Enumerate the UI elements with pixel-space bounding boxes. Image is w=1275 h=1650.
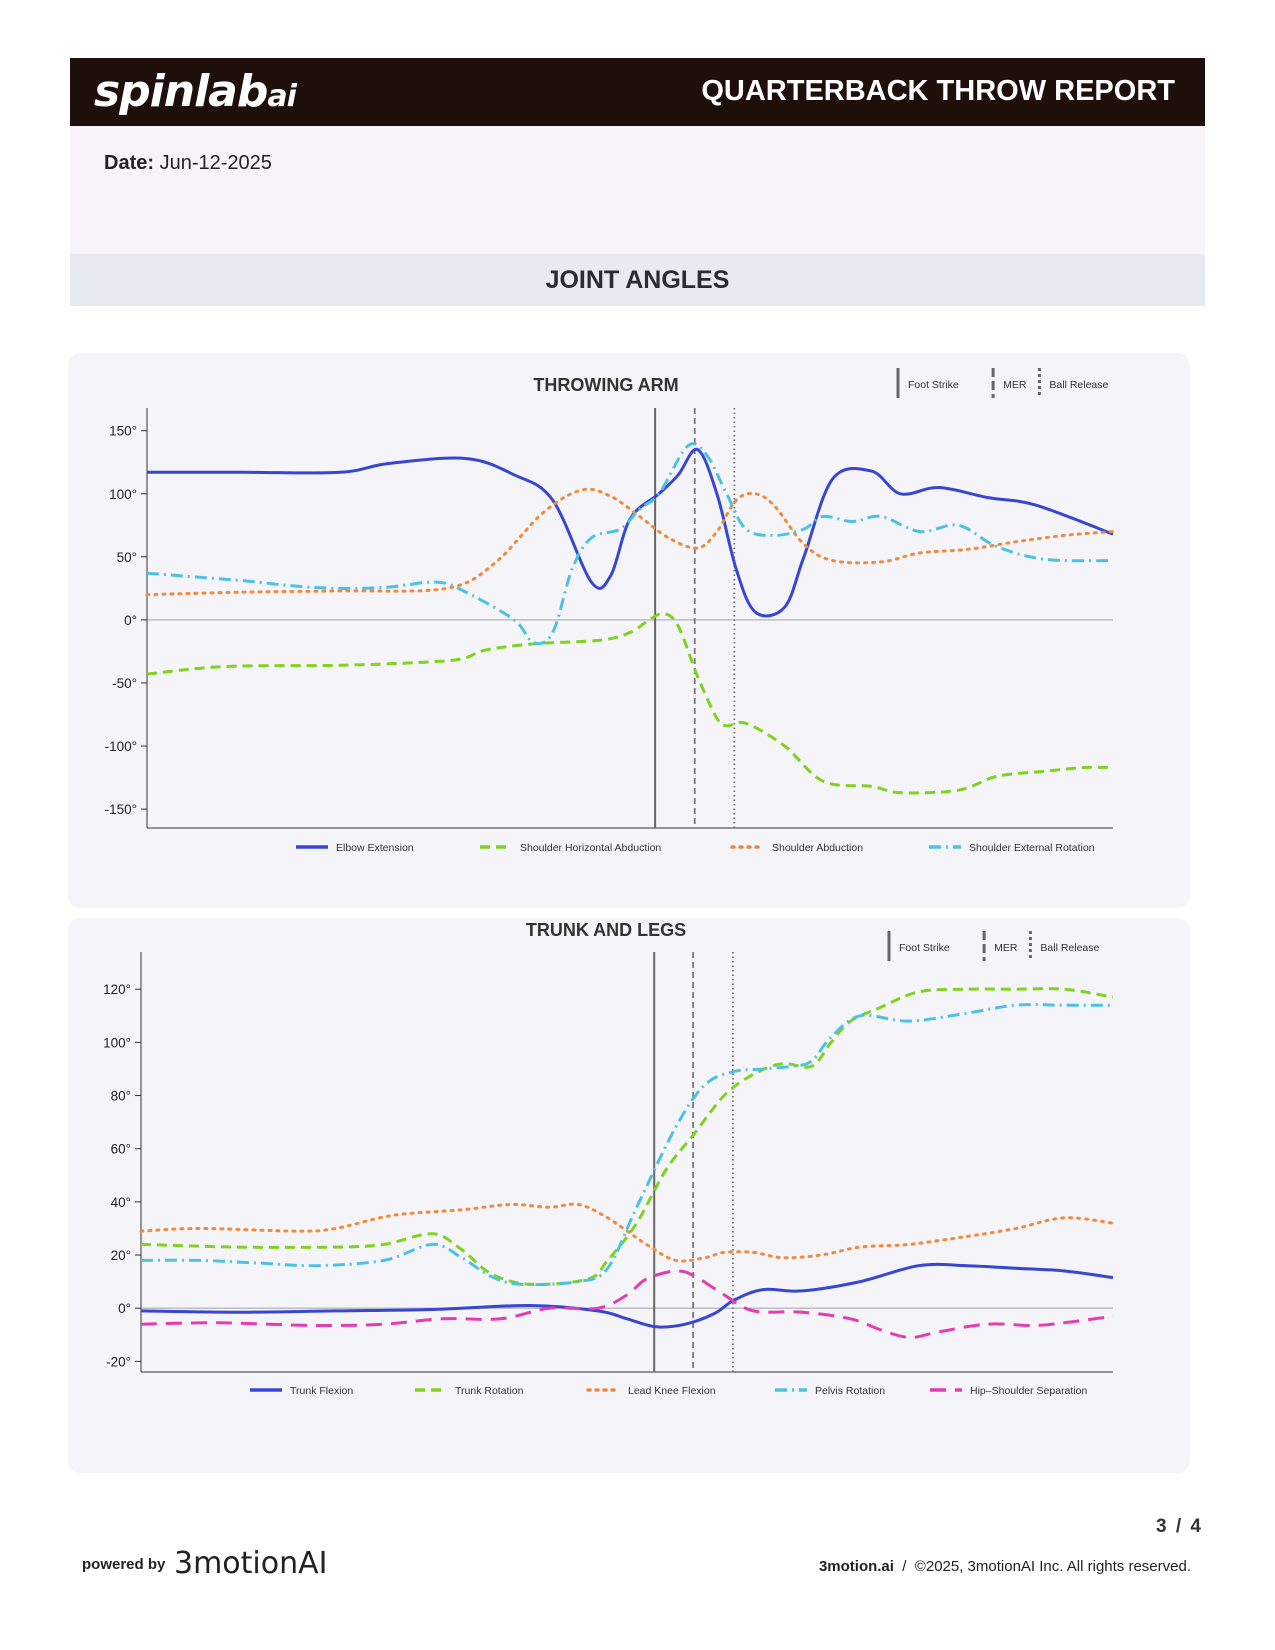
y-tick-label: 150° [109,424,137,439]
date-value: Jun-12-2025 [159,152,272,174]
y-tick-label: 60° [111,1142,131,1157]
legend-label-shoulder-horizontal-abduction: Shoulder Horizontal Abduction [520,842,661,854]
spinlab-logo: spinlabai [94,66,297,117]
legend-label-shoulder-external-rotation: Shoulder External Rotation [969,842,1095,854]
throwing-arm-card: THROWING ARM Foot Strike MER Ball Release -1… [68,353,1190,908]
y-tick-label: 100° [109,487,137,502]
report-title: QUARTERBACK THROW REPORT [701,75,1175,107]
y-tick-label: 0° [118,1301,131,1316]
event-legend-mer: MER [994,942,1018,954]
legend-label-lead-knee-flexion: Lead Knee Flexion [628,1385,716,1397]
y-tick-label: 120° [103,982,131,997]
chart-title: TRUNK AND LEGS [526,920,686,940]
copyright-line: 3motion.ai / ©2025, 3motionAI Inc. All r… [818,1558,1191,1575]
legend-label-shoulder-abduction: Shoulder Abduction [772,842,863,854]
series-line-shoulder-abduction [145,487,1115,597]
y-tick-label: -100° [105,739,137,754]
powered-by-label: powered by [82,1556,166,1573]
trunk-legs-card: TRUNK AND LEGS Foot Strike MER Ball Release… [68,918,1190,1473]
event-legend-foot-strike: Foot Strike [908,379,959,391]
trunk-legs-chart: TRUNK AND LEGS Foot Strike MER Ball Release… [103,920,1115,1397]
chart-title: THROWING ARM [533,375,678,395]
date-label: Date: [104,152,155,174]
y-tick-label: 80° [111,1089,131,1104]
legend-label-pelvis-rotation: Pelvis Rotation [815,1385,885,1397]
event-legend-foot-strike: Foot Strike [899,942,950,954]
report-header: spinlabai QUARTERBACK THROW REPORT [70,58,1205,126]
series-line-trunk-flexion [140,1262,1114,1329]
series-line-shoulder-external-rotation [146,442,1114,646]
y-tick-label: 100° [103,1035,131,1050]
y-tick-label: -50° [112,676,137,691]
throwing-arm-chart: THROWING ARM Foot Strike MER Ball Release -1… [105,368,1115,854]
info-panel: Date: Jun-12-2025 [70,126,1205,254]
y-tick-label: 40° [111,1195,131,1210]
series-line-elbow-extension [147,447,1114,618]
y-tick-label: -20° [106,1354,131,1369]
y-tick-label: 0° [124,613,137,628]
legend-label-trunk-rotation: Trunk Rotation [455,1385,524,1397]
y-tick-label: 50° [117,550,137,565]
series-line-hip-shoulder-separation [140,1269,1114,1339]
legend-label-trunk-flexion: Trunk Flexion [290,1385,353,1397]
date-line: Date: Jun-12-2025 [104,152,272,175]
legend-label-elbow-extension: Elbow Extension [336,842,414,854]
y-tick-label: 20° [111,1248,131,1263]
series-line-pelvis-rotation [140,1003,1113,1287]
series-line-lead-knee-flexion [139,1202,1115,1263]
y-tick-label: -150° [105,802,137,817]
logo-main: spinlab [94,66,268,117]
series-line-shoulder-horizontal-abduction [146,611,1114,795]
legend-label-hip-shoulder-separation: Hip–Shoulder Separation [970,1385,1087,1397]
section-title: JOINT ANGLES [70,254,1205,306]
page-number: 3 / 4 [1156,1516,1203,1537]
logo-suffix: ai [267,79,297,114]
site-link: 3motion.ai [818,1558,894,1575]
copyright-text: ©2025, 3motionAI Inc. All rights reserve… [914,1558,1191,1575]
series-line-trunk-rotation [140,987,1114,1286]
event-legend-ball-release: Ball Release [1040,942,1099,954]
event-legend-ball-release: Ball Release [1049,379,1108,391]
event-legend-mer: MER [1003,379,1027,391]
3motion-logo: 3motionAI [174,1546,328,1581]
